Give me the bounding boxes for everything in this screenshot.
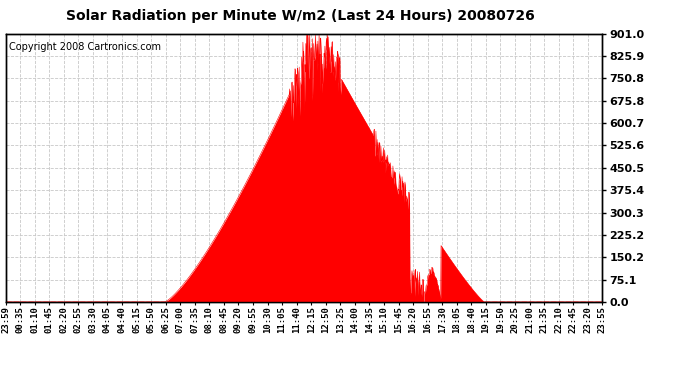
Text: Solar Radiation per Minute W/m2 (Last 24 Hours) 20080726: Solar Radiation per Minute W/m2 (Last 24… <box>66 9 535 23</box>
Text: Copyright 2008 Cartronics.com: Copyright 2008 Cartronics.com <box>8 42 161 52</box>
